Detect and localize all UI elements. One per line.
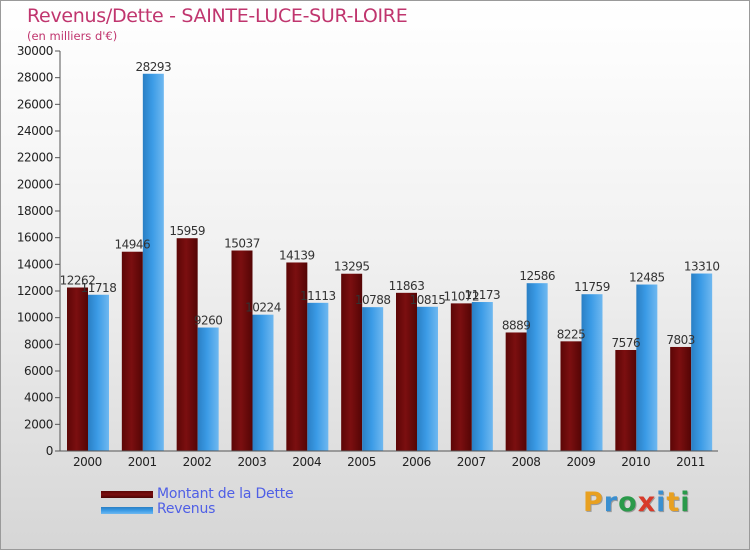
y-tick-label: 22000 (17, 151, 53, 165)
bar-revenus (142, 73, 164, 451)
bar-dette (396, 292, 417, 451)
bar-revenus (581, 294, 603, 451)
data-label-dette: 15959 (169, 224, 205, 238)
data-label-dette: 11072 (443, 289, 479, 303)
legend-swatch-dette (101, 491, 153, 498)
chart-title: Revenus/Dette - SAINTE-LUCE-SUR-LOIRE (27, 5, 408, 27)
data-label-dette: 15037 (224, 237, 260, 251)
bar-dette (341, 273, 363, 451)
bar-dette (176, 238, 198, 451)
y-tick-label: 18000 (17, 204, 53, 218)
y-tick-label: 28000 (17, 71, 53, 85)
y-tick-label: 20000 (17, 177, 53, 191)
legend-swatch-revenus (101, 507, 153, 514)
data-label-revenus: 11173 (464, 288, 500, 302)
bar-revenus (471, 302, 493, 451)
data-label-revenus: 11113 (300, 289, 336, 303)
y-tick-label: 0 (46, 444, 53, 458)
data-label-revenus: 11759 (574, 280, 610, 294)
data-label-dette: 14139 (279, 248, 315, 262)
bar-dette (286, 262, 308, 451)
y-tick-label: 26000 (17, 97, 53, 111)
data-label-dette: 7576 (612, 336, 641, 350)
data-label-dette: 7803 (666, 333, 695, 347)
y-tick-label: 4000 (24, 391, 53, 405)
data-label-dette: 11863 (389, 279, 425, 293)
bar-revenus (417, 306, 438, 451)
data-label-revenus: 12485 (629, 271, 665, 285)
bar-dette (615, 349, 637, 451)
bar-revenus (252, 314, 274, 451)
data-label-dette: 14946 (114, 238, 150, 252)
data-label-revenus: 9260 (194, 314, 223, 328)
y-tick-label: 10000 (17, 311, 53, 325)
data-label-revenus: 12586 (519, 269, 555, 283)
data-label-revenus: 10815 (410, 293, 446, 307)
x-tick-label: 2004 (292, 455, 321, 469)
y-tick-label: 6000 (24, 364, 53, 378)
data-label-revenus: 10788 (355, 293, 391, 307)
x-tick-label: 2003 (237, 455, 266, 469)
bar-revenus (307, 302, 329, 451)
bar-revenus (88, 294, 109, 451)
bar-revenus (526, 283, 548, 451)
bar-dette (231, 250, 253, 451)
data-label-dette: 13295 (334, 260, 370, 274)
x-tick-label: 2010 (621, 455, 650, 469)
y-tick-label: 16000 (17, 231, 53, 245)
bar-dette (450, 303, 472, 451)
bar-revenus (636, 284, 658, 451)
data-label-dette: 8225 (557, 327, 586, 341)
x-tick-label: 2006 (402, 455, 431, 469)
y-tick-label: 30000 (17, 44, 53, 58)
x-tick-label: 2005 (347, 455, 376, 469)
bar-dette (67, 287, 88, 451)
x-tick-label: 2000 (73, 455, 102, 469)
proxiti-logo: Proxiti (583, 487, 691, 518)
x-tick-label: 2011 (676, 455, 705, 469)
y-tick-label: 14000 (17, 257, 53, 271)
y-tick-label: 24000 (17, 124, 53, 138)
chart-subtitle: (en milliers d'€) (27, 29, 118, 43)
data-label-revenus: 10224 (245, 301, 281, 315)
x-tick-label: 2009 (566, 455, 595, 469)
x-tick-label: 2002 (183, 455, 212, 469)
legend-label-dette: Montant de la Dette (157, 486, 294, 502)
bar-revenus (691, 273, 713, 451)
legend-label-revenus: Revenus (157, 501, 216, 517)
bar-revenus (362, 307, 384, 451)
x-tick-label: 2001 (128, 455, 157, 469)
x-tick-label: 2008 (512, 455, 541, 469)
x-tick-label: 2007 (457, 455, 486, 469)
data-label-dette: 8889 (502, 318, 531, 332)
bar-dette (560, 341, 582, 451)
bar-dette (670, 346, 692, 451)
data-label-revenus: 11718 (81, 281, 117, 295)
y-tick-label: 8000 (24, 337, 53, 351)
data-label-dette: 12262 (60, 274, 96, 288)
y-tick-label: 2000 (24, 417, 53, 431)
bar-revenus (197, 327, 219, 451)
data-label-revenus: 13310 (684, 260, 720, 274)
bar-dette (505, 332, 527, 451)
data-label-revenus: 28293 (135, 60, 171, 74)
bar-dette (121, 251, 143, 451)
y-tick-label: 12000 (17, 284, 53, 298)
